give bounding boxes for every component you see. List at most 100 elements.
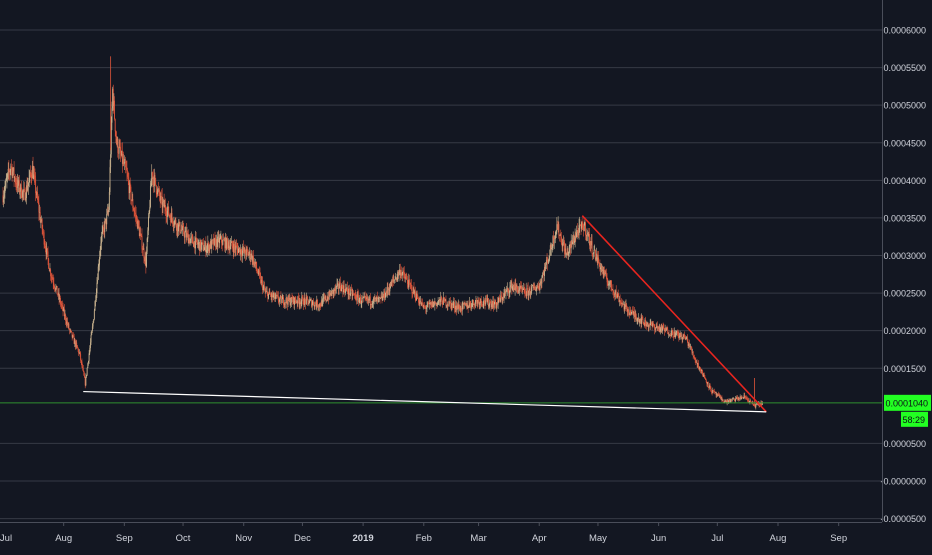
candle-body — [214, 238, 216, 239]
candle-body — [671, 330, 673, 336]
candle-body — [736, 397, 738, 399]
candle-body — [435, 302, 436, 304]
current-price-badge — [884, 394, 931, 411]
candle-body — [142, 249, 144, 251]
candle-body — [467, 304, 468, 309]
candle-body — [658, 326, 660, 330]
candle-body — [172, 223, 174, 226]
candle-body — [662, 326, 663, 331]
candle-body — [120, 152, 122, 156]
candle-body — [121, 150, 123, 156]
candle-body — [277, 295, 279, 296]
candle-body — [544, 266, 545, 277]
candle-body — [715, 392, 717, 396]
candle-body — [483, 299, 485, 305]
candle-body — [565, 248, 567, 255]
candle-body — [551, 247, 553, 249]
candle-body — [627, 309, 629, 312]
candle-body — [288, 297, 290, 300]
candle-body — [501, 296, 503, 300]
candle-body — [714, 392, 716, 393]
candle-body — [624, 304, 626, 310]
candle-body — [586, 234, 588, 237]
candle-body — [260, 279, 262, 283]
candle-body — [263, 286, 265, 288]
candle-body — [198, 242, 200, 244]
candle-body — [295, 300, 297, 303]
time-tick-label: Feb — [416, 533, 432, 544]
candle-body — [136, 218, 138, 229]
candle-body — [63, 308, 65, 316]
candle-body — [662, 326, 664, 328]
candle-body — [209, 241, 211, 249]
candle-body — [114, 100, 116, 120]
candle-body — [60, 303, 62, 305]
candle-body — [290, 302, 292, 305]
candle-body — [482, 304, 484, 306]
candle-body — [386, 291, 388, 294]
candle-body — [361, 297, 363, 299]
candle-body — [410, 284, 412, 287]
candle-body — [109, 167, 111, 193]
candle-body — [247, 249, 249, 252]
candle-body — [608, 283, 610, 285]
candle-body — [371, 304, 373, 305]
candle-body — [373, 297, 375, 299]
candle-body — [435, 302, 437, 304]
candle-body — [189, 238, 191, 244]
candle-body — [24, 189, 26, 201]
candle-body — [52, 279, 54, 284]
candle-body — [422, 302, 424, 308]
candle-body — [711, 392, 713, 393]
candle-body — [137, 221, 139, 229]
candle-body — [310, 299, 312, 301]
candle-body — [226, 238, 228, 249]
candle-body — [174, 220, 176, 225]
candle-body — [41, 219, 42, 222]
candle-body — [125, 167, 127, 170]
candle-body — [407, 279, 408, 284]
candle-body — [345, 288, 346, 294]
candle-body — [499, 299, 501, 302]
candle-body — [438, 300, 440, 303]
candle-body — [388, 289, 389, 291]
candle-body — [86, 367, 88, 375]
candle-body — [41, 219, 43, 230]
candle-body — [720, 396, 722, 399]
candle-body — [7, 173, 9, 178]
time-tick-label: 2019 — [353, 533, 374, 544]
candle-body — [606, 278, 608, 283]
candle-body — [71, 330, 72, 333]
candle-body — [311, 299, 313, 307]
candle-body — [330, 292, 332, 296]
candle-body — [720, 395, 722, 399]
candle-body — [515, 285, 517, 287]
candle-body — [732, 398, 734, 400]
candle-body — [225, 237, 226, 249]
candle-body — [663, 327, 665, 330]
candle-body — [518, 290, 520, 291]
candle-body — [514, 284, 516, 291]
candle-body — [688, 343, 690, 348]
candle-body — [392, 279, 394, 282]
candle-body — [431, 302, 433, 307]
candle-body — [48, 268, 50, 272]
candle-body — [14, 177, 16, 179]
candle-body — [164, 205, 166, 212]
candle-body — [674, 331, 676, 338]
candle-body — [532, 285, 534, 286]
candle-body — [322, 297, 324, 299]
candle-body — [692, 352, 693, 353]
candle-body — [352, 293, 354, 295]
candle-body — [315, 304, 317, 307]
candle-body — [619, 300, 621, 301]
candle-body — [327, 297, 329, 301]
candle-body — [248, 254, 250, 256]
candle-body — [257, 272, 259, 275]
candle-body — [541, 277, 543, 284]
candle-body — [210, 241, 212, 249]
candle-body — [307, 300, 309, 305]
